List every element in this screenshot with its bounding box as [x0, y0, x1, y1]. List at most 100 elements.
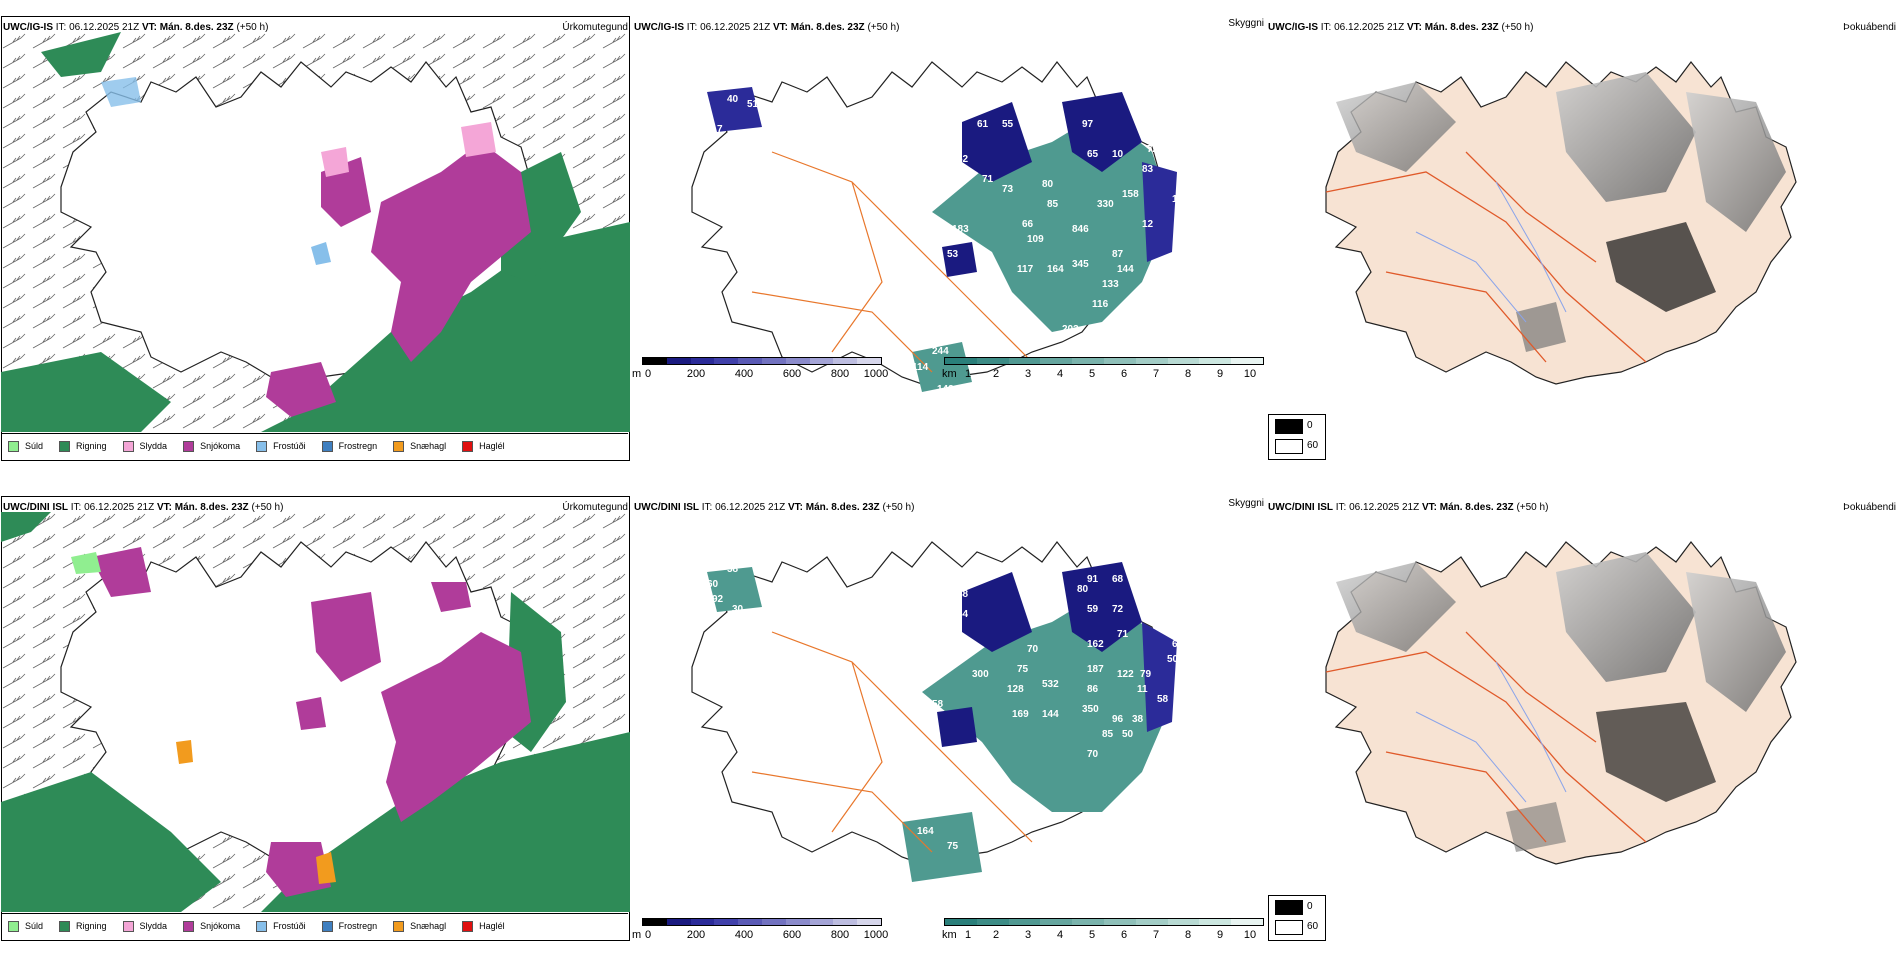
precip-type-panel: UWC/DINI ISL IT: 06.12.2025 21Z VT: Mán.…: [0, 492, 632, 952]
colorbar-step: [1103, 358, 1136, 364]
ceiling-label: 846: [1072, 224, 1089, 235]
legend-swatch: [321, 920, 333, 932]
legend-label: Snæhagl: [410, 921, 447, 931]
low-ceiling-area-center: [937, 707, 977, 747]
snow-pellet-area-2: [176, 740, 193, 764]
colorbar-step: [761, 358, 786, 364]
ceiling-label: 158: [1122, 189, 1139, 200]
colorbar-step: [714, 358, 739, 364]
fog-map: [1325, 61, 1797, 385]
legend-item-haglel: Haglél: [462, 920, 505, 932]
ceiling-label: 93: [1177, 179, 1189, 190]
colorbar-unit: km: [942, 368, 957, 380]
rain-area-south: [261, 222, 630, 432]
vt-label: VT:: [1406, 22, 1422, 33]
it-value: 06.12.2025 21Z: [1349, 502, 1420, 513]
model-name: UWC/IG-IS: [3, 22, 53, 33]
panel-header: UWC/DINI ISL IT: 06.12.2025 21Z VT: Mán.…: [1268, 502, 1548, 513]
legend-label: Snjókoma: [200, 441, 241, 451]
lead-time: (+50 h): [251, 502, 284, 513]
colorbar-tick: 10: [1243, 929, 1257, 941]
ceiling-label: 64: [1147, 614, 1159, 625]
colorbar-tick: 600: [782, 929, 802, 941]
ceiling-label: 49: [1177, 609, 1189, 620]
model-name: UWC/DINI ISL: [3, 502, 68, 513]
colorbar-step: [643, 919, 667, 925]
ceiling-label: 109: [1027, 234, 1044, 245]
colorbar-tick: 1: [964, 368, 972, 380]
legend-swatch: [8, 440, 19, 452]
colorbar-tick: 5: [1088, 929, 1096, 941]
legend-label: Frostúði: [273, 921, 306, 931]
freezing-drizzle-nw: [101, 77, 141, 107]
freezing-drizzle-area: [311, 242, 331, 265]
vt-label: VT:: [1421, 502, 1437, 513]
legend-label: Frostregn: [338, 441, 378, 451]
road-network: [1325, 631, 1647, 843]
low-ceiling-area-east: [1142, 622, 1177, 732]
road-network: [751, 151, 1033, 373]
snow-area-nw: [91, 547, 151, 597]
legend-item-snaehagl: Snæhagl: [393, 920, 447, 932]
road-network: [751, 631, 1033, 853]
ceiling-label: 71: [1117, 629, 1129, 640]
fog-legend: 0 60: [1268, 895, 1326, 941]
ceiling-label: 92: [712, 594, 724, 605]
colorbar-tick: 4: [1056, 929, 1064, 941]
colorbar-tick: 1000: [863, 368, 889, 380]
ceiling-colorbar: m 0 200 400 600 800 1000: [632, 918, 888, 944]
ceiling-label: 59: [1087, 604, 1099, 615]
ceiling-label: 7: [717, 124, 723, 135]
colorbar-unit: m: [632, 929, 642, 941]
colorbar-step: [738, 358, 762, 364]
legend-label: Haglél: [479, 441, 505, 451]
legend-item-snjokoma: Snjókoma: [183, 920, 240, 932]
drizzle-area-nw: [71, 552, 101, 574]
fog-shade-ne: [1686, 572, 1786, 712]
ceiling-label: 75: [947, 841, 959, 852]
ceiling-label: 50: [1122, 729, 1134, 740]
lead-time: (+50 h): [236, 22, 269, 33]
legend-item-frostudi: Frostúði: [256, 440, 306, 452]
ceiling-label: 117: [1017, 264, 1034, 275]
model-name: UWC/IG-IS: [634, 22, 684, 33]
it-label: IT:: [1335, 502, 1347, 513]
visibility-map: 58 91 68 80 48 53 59 72 62 64 49 54 52 8…: [691, 541, 1189, 882]
colorbar-step: [666, 919, 691, 925]
colorbar-tick: 1000: [863, 929, 889, 941]
fog-shade-ne: [1686, 92, 1786, 232]
colorbar-tick: 800: [830, 929, 850, 941]
colorbar-step: [643, 358, 667, 364]
river-network: [1415, 181, 1567, 323]
colorbar-step: [809, 358, 834, 364]
fog-shade-south: [1516, 302, 1566, 352]
legend-item-haglel: Haglél: [462, 440, 505, 452]
ceiling-label: 108: [1032, 94, 1049, 105]
colorbar-step: [761, 919, 786, 925]
colorbar-step: [857, 919, 881, 925]
ceiling-label: 87: [1112, 249, 1124, 260]
colorbar-step: [1103, 919, 1136, 925]
ceiling-label: 122: [1117, 669, 1134, 680]
precip-map: [1, 32, 630, 432]
colorbar-tick: 1: [964, 929, 972, 941]
ceiling-label: 58: [977, 569, 989, 580]
colorbar-step: [690, 358, 715, 364]
colorbar-step: [809, 919, 834, 925]
ceiling-label: 52: [1177, 624, 1189, 635]
it-label: IT:: [55, 22, 67, 33]
ceiling-label: 300: [972, 669, 989, 680]
panel-header: UWC/DINI ISL IT: 06.12.2025 21Z VT: Mán.…: [634, 502, 914, 513]
panel-header: UWC/IG-IS IT: 06.12.2025 21Z VT: Mán. 8.…: [634, 22, 899, 33]
fog-legend-label: 0: [1307, 901, 1313, 912]
ceiling-label: 72: [1112, 604, 1124, 615]
fog-shade-north: [1556, 72, 1696, 202]
vt-value: Mán. 8.des. 23Z: [805, 502, 880, 513]
ceiling-label: 162: [1087, 639, 1104, 650]
low-ceiling-area-north: [962, 102, 1032, 182]
ceiling-label: 85: [1102, 729, 1114, 740]
colorbar-step: [1231, 358, 1263, 364]
ceiling-label: 142: [937, 384, 954, 395]
snow-area-south: [266, 362, 336, 417]
ceiling-label: 330: [1097, 199, 1114, 210]
